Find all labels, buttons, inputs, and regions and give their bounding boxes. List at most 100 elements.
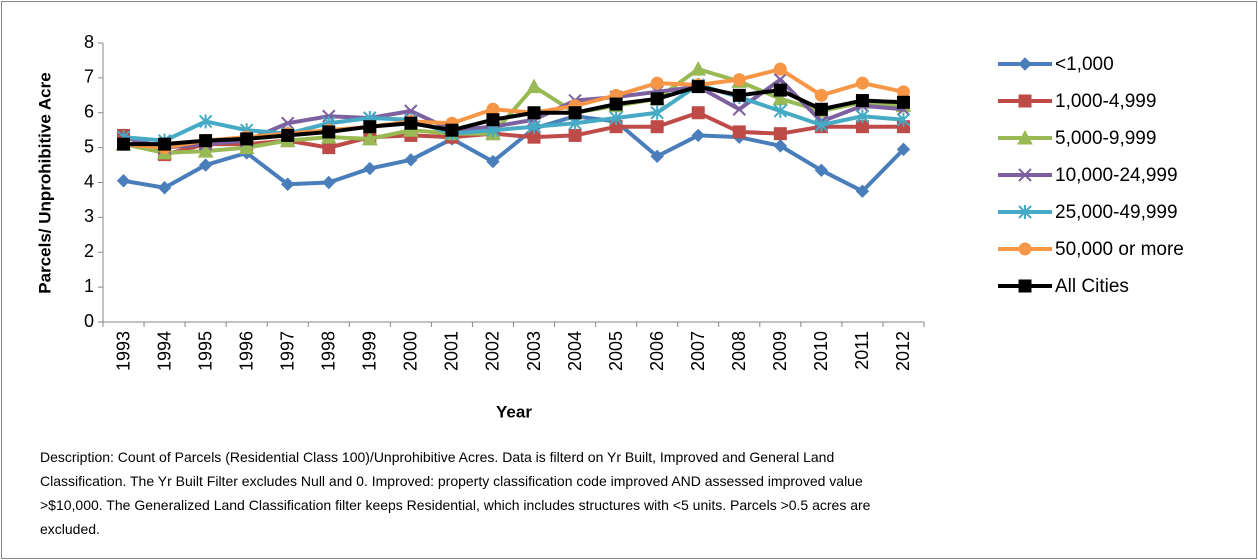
x-tick-label: 2005 — [606, 331, 626, 371]
marker — [732, 125, 746, 139]
marker — [773, 83, 787, 97]
marker — [322, 175, 336, 190]
y-tick-label: 1 — [84, 276, 94, 296]
marker — [568, 106, 582, 120]
marker — [814, 102, 828, 116]
x-tick-label: 2001 — [442, 331, 462, 371]
marker — [445, 123, 459, 137]
marker — [896, 142, 911, 157]
description-line: Description: Count of Parcels (Residenti… — [40, 449, 835, 465]
marker — [198, 114, 213, 129]
marker — [650, 149, 664, 164]
marker — [526, 78, 542, 94]
y-tick-label: 5 — [84, 136, 94, 156]
marker — [732, 88, 746, 102]
marker — [1018, 168, 1032, 182]
x-tick-label: 2007 — [688, 331, 708, 371]
marker — [814, 163, 829, 178]
marker — [1018, 57, 1032, 71]
y-tick-label: 0 — [84, 311, 94, 331]
series-line — [123, 114, 905, 194]
marker — [158, 137, 172, 151]
y-tick-label: 3 — [84, 206, 94, 226]
marker — [896, 95, 910, 109]
legend-label: All Cities — [1055, 276, 1129, 297]
y-tick-label: 4 — [84, 171, 94, 191]
marker — [609, 110, 623, 125]
marker — [855, 94, 869, 108]
marker — [404, 153, 418, 167]
marker — [281, 116, 295, 130]
legend-label: 1,000-4,999 — [1055, 91, 1156, 112]
marker — [732, 102, 746, 116]
marker — [1018, 279, 1032, 293]
x-tick-label: 2011 — [852, 331, 872, 370]
marker — [197, 143, 214, 158]
x-tick-label: 2003 — [524, 331, 544, 371]
marker — [322, 125, 336, 139]
marker — [116, 174, 131, 188]
marker — [650, 92, 664, 106]
x-tick-label: 1997 — [277, 331, 297, 371]
marker — [855, 76, 869, 90]
marker — [650, 76, 664, 90]
x-tick-label: 1994 — [154, 331, 174, 371]
x-tick-label: 2009 — [770, 331, 790, 371]
marker — [650, 120, 664, 134]
marker — [609, 97, 623, 111]
marker — [691, 106, 705, 120]
legend-label: <1,000 — [1055, 54, 1114, 75]
marker — [568, 128, 582, 142]
series-line — [123, 84, 904, 147]
y-tick-label: 8 — [84, 32, 94, 52]
marker — [773, 139, 788, 153]
y-tick-label: 6 — [84, 102, 94, 122]
x-tick-label: 2010 — [811, 331, 831, 371]
marker — [527, 119, 541, 134]
marker — [773, 104, 788, 119]
marker — [486, 113, 500, 127]
x-tick-label: 2006 — [647, 331, 667, 371]
marker — [199, 134, 213, 148]
series-line — [123, 82, 904, 143]
x-axis-title: Year — [496, 402, 532, 421]
description-line: Classification. The Yr Built Filter excl… — [40, 473, 863, 489]
marker — [1018, 94, 1032, 108]
marker — [690, 61, 707, 76]
legend-label: 10,000-24,999 — [1055, 165, 1178, 186]
marker — [198, 158, 213, 172]
x-tick-label: 2008 — [729, 331, 749, 371]
marker — [157, 181, 172, 195]
x-tick-label: 1998 — [319, 331, 339, 371]
description-line: >$10,000. The Generalized Land Classific… — [40, 497, 871, 513]
marker — [527, 106, 541, 120]
marker — [486, 154, 500, 169]
series-line — [122, 110, 904, 157]
marker — [691, 128, 705, 143]
x-tick-label: 2004 — [565, 331, 585, 371]
marker — [1018, 242, 1032, 256]
legend-label: 25,000-49,999 — [1055, 202, 1178, 223]
description-line: excluded. — [40, 521, 100, 537]
x-tick-label: 1996 — [236, 331, 256, 371]
marker — [281, 177, 295, 191]
marker — [117, 137, 131, 151]
marker — [814, 117, 829, 132]
marker — [814, 88, 828, 102]
marker — [650, 105, 664, 120]
y-tick-label: 7 — [84, 67, 94, 87]
x-tick-label: 1995 — [195, 331, 215, 371]
marker — [238, 139, 255, 155]
x-tick-label: 2000 — [401, 331, 421, 371]
y-axis-title: Parcels/ Unprohibitive Acre — [35, 72, 54, 293]
marker — [1018, 205, 1032, 219]
marker — [691, 80, 705, 94]
marker — [363, 120, 377, 134]
legend-label: 5,000-9,999 — [1055, 128, 1156, 149]
marker — [732, 73, 746, 87]
marker — [240, 132, 254, 146]
marker — [361, 130, 378, 146]
